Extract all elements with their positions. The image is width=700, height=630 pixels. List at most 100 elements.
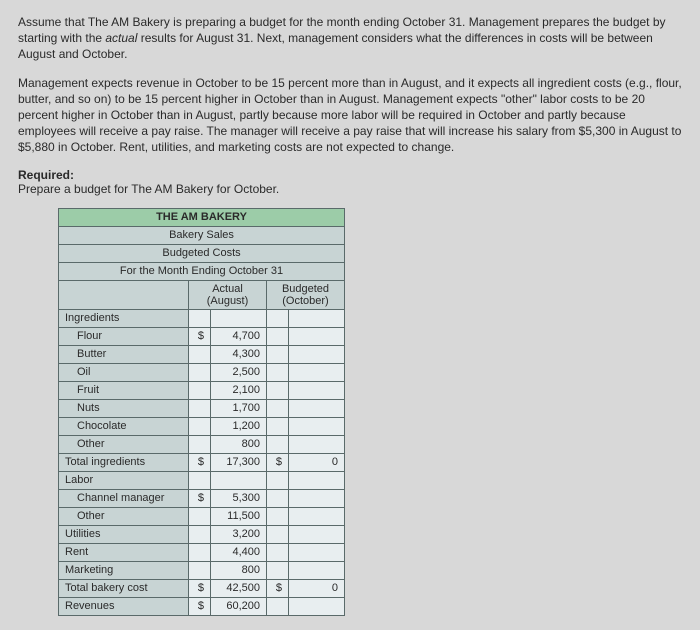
row-flour: Flour xyxy=(59,327,189,345)
cell[interactable]: $ xyxy=(189,327,211,345)
cell[interactable] xyxy=(211,309,267,327)
cell[interactable]: 4,300 xyxy=(211,345,267,363)
row-chmgr: Channel manager xyxy=(59,489,189,507)
table-sub3: For the Month Ending October 31 xyxy=(59,262,345,280)
row-oil: Oil xyxy=(59,363,189,381)
cell[interactable] xyxy=(189,381,211,399)
cell[interactable] xyxy=(289,327,345,345)
row-total-bak: Total bakery cost xyxy=(59,579,189,597)
cell[interactable] xyxy=(267,489,289,507)
cell[interactable] xyxy=(289,345,345,363)
cell[interactable]: 42,500 xyxy=(211,579,267,597)
cell[interactable] xyxy=(289,561,345,579)
cell[interactable]: 2,500 xyxy=(211,363,267,381)
row-total-ing: Total ingredients xyxy=(59,453,189,471)
cell[interactable] xyxy=(211,471,267,489)
cell[interactable] xyxy=(267,561,289,579)
cell[interactable] xyxy=(189,543,211,561)
hdr-budget: Budgeted (October) xyxy=(267,280,345,309)
hdr-blank xyxy=(59,280,189,309)
cell[interactable]: 17,300 xyxy=(211,453,267,471)
required-text: Prepare a budget for The AM Bakery for O… xyxy=(18,182,682,196)
row-util: Utilities xyxy=(59,525,189,543)
cell[interactable]: 800 xyxy=(211,561,267,579)
row-chocolate: Chocolate xyxy=(59,417,189,435)
cell[interactable]: 11,500 xyxy=(211,507,267,525)
cell[interactable] xyxy=(267,417,289,435)
cell[interactable]: 2,100 xyxy=(211,381,267,399)
cell[interactable]: $ xyxy=(267,453,289,471)
cell[interactable] xyxy=(289,381,345,399)
cell[interactable]: 800 xyxy=(211,435,267,453)
row-other-lab: Other xyxy=(59,507,189,525)
cell[interactable] xyxy=(267,327,289,345)
cell[interactable] xyxy=(189,507,211,525)
cell[interactable]: 1,200 xyxy=(211,417,267,435)
cell[interactable] xyxy=(267,345,289,363)
cell[interactable] xyxy=(289,471,345,489)
cell[interactable]: 5,300 xyxy=(211,489,267,507)
paragraph-2: Management expects revenue in October to… xyxy=(18,75,682,156)
cell[interactable] xyxy=(267,471,289,489)
row-rev: Revenues xyxy=(59,597,189,615)
cell[interactable] xyxy=(289,309,345,327)
row-fruit: Fruit xyxy=(59,381,189,399)
cell[interactable]: $ xyxy=(267,579,289,597)
cell[interactable] xyxy=(267,435,289,453)
cell[interactable] xyxy=(189,399,211,417)
cell[interactable] xyxy=(189,561,211,579)
cell[interactable] xyxy=(289,435,345,453)
cell[interactable] xyxy=(189,417,211,435)
problem-statement: Assume that The AM Bakery is preparing a… xyxy=(18,14,682,63)
cell[interactable] xyxy=(289,525,345,543)
row-butter: Butter xyxy=(59,345,189,363)
paragraph-1: Assume that The AM Bakery is preparing a… xyxy=(18,14,682,63)
cell[interactable] xyxy=(289,507,345,525)
cell[interactable] xyxy=(189,435,211,453)
cell[interactable] xyxy=(289,543,345,561)
cell[interactable]: 60,200 xyxy=(211,597,267,615)
table-title: THE AM BAKERY xyxy=(59,208,345,226)
cell[interactable] xyxy=(267,507,289,525)
cell[interactable] xyxy=(267,525,289,543)
paragraph-2-wrap: Management expects revenue in October to… xyxy=(18,75,682,156)
cell[interactable] xyxy=(267,363,289,381)
row-nuts: Nuts xyxy=(59,399,189,417)
cell[interactable] xyxy=(189,345,211,363)
cell[interactable] xyxy=(289,489,345,507)
table-sub2: Budgeted Costs xyxy=(59,244,345,262)
cell[interactable] xyxy=(289,417,345,435)
cell[interactable] xyxy=(267,597,289,615)
cell[interactable] xyxy=(267,399,289,417)
cell[interactable] xyxy=(267,543,289,561)
cell[interactable] xyxy=(189,309,211,327)
cell[interactable]: $ xyxy=(189,453,211,471)
cell[interactable] xyxy=(189,363,211,381)
row-mkt: Marketing xyxy=(59,561,189,579)
cell[interactable] xyxy=(189,525,211,543)
row-rent: Rent xyxy=(59,543,189,561)
cell[interactable]: 1,700 xyxy=(211,399,267,417)
cell[interactable] xyxy=(289,399,345,417)
cell[interactable] xyxy=(267,381,289,399)
cell[interactable]: 3,200 xyxy=(211,525,267,543)
row-labor: Labor xyxy=(59,471,189,489)
cell[interactable]: 4,400 xyxy=(211,543,267,561)
table-sub1: Bakery Sales xyxy=(59,226,345,244)
hdr-actual: Actual (August) xyxy=(189,280,267,309)
cell[interactable] xyxy=(289,597,345,615)
budget-table: THE AM BAKERY Bakery Sales Budgeted Cost… xyxy=(58,208,345,616)
cell[interactable] xyxy=(289,363,345,381)
cell[interactable] xyxy=(189,471,211,489)
cell[interactable]: 0 xyxy=(289,579,345,597)
row-other-ing: Other xyxy=(59,435,189,453)
required-label: Required: xyxy=(18,168,682,182)
cell[interactable]: $ xyxy=(189,579,211,597)
row-ingredients: Ingredients xyxy=(59,309,189,327)
cell[interactable]: $ xyxy=(189,489,211,507)
cell[interactable]: 4,700 xyxy=(211,327,267,345)
cell[interactable]: $ xyxy=(189,597,211,615)
cell[interactable]: 0 xyxy=(289,453,345,471)
p1-emph: actual xyxy=(105,31,137,45)
cell[interactable] xyxy=(267,309,289,327)
